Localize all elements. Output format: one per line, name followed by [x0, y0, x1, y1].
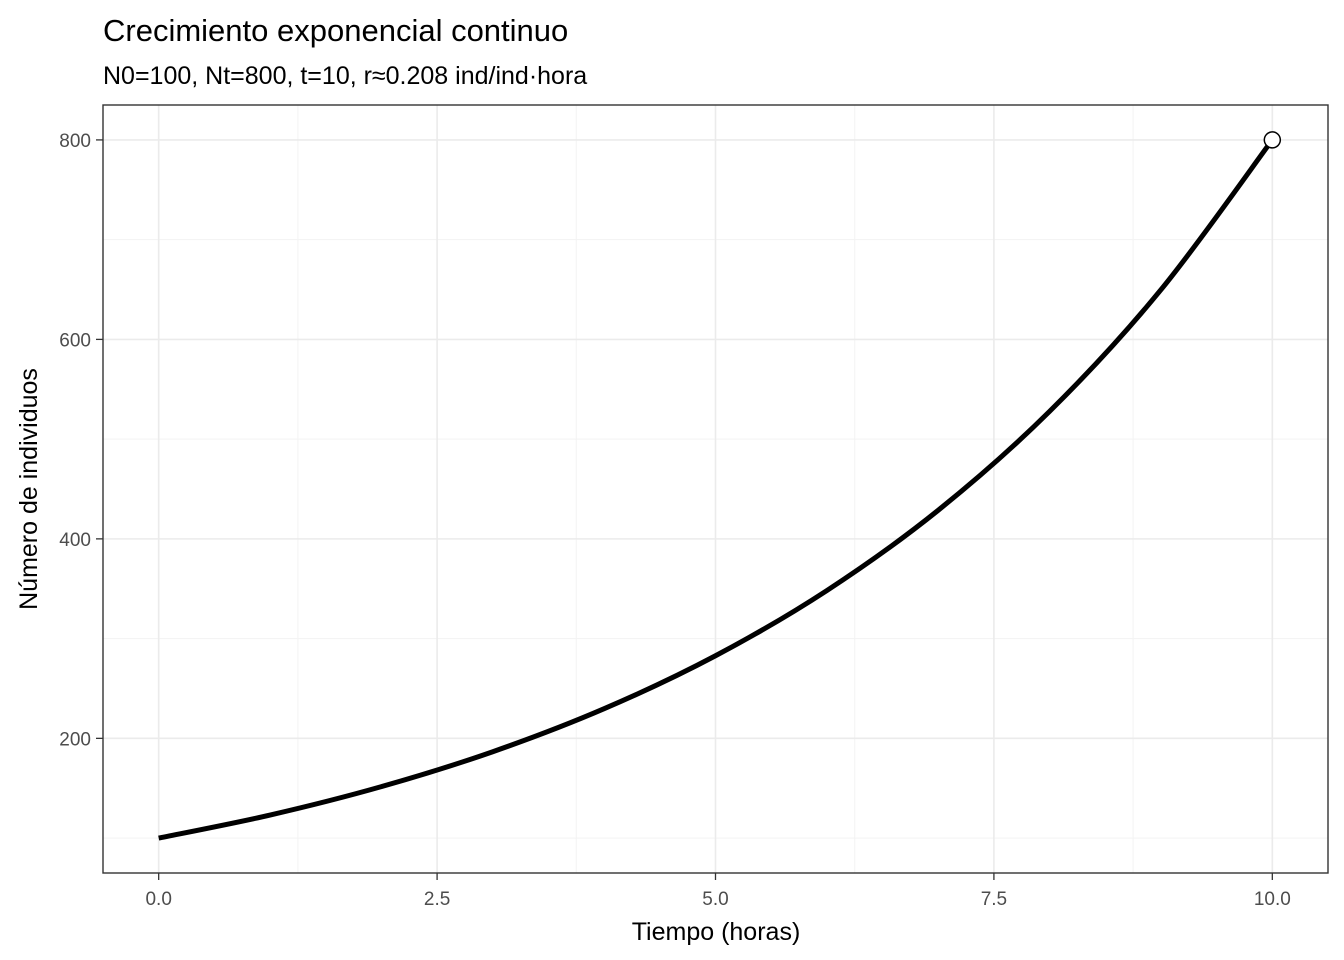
- y-tick-label: 200: [59, 729, 91, 750]
- major-gridlines: [103, 105, 1328, 873]
- chart-subtitle: N0=100, Nt=800, t=10, r≈0.208 ind/ind·ho…: [103, 62, 587, 90]
- y-axis-title: Número de individuos: [15, 368, 43, 610]
- x-tick-label: 7.5: [981, 889, 1007, 910]
- y-axis: 200 400 600 800: [59, 131, 103, 750]
- x-tick-label: 10.0: [1254, 889, 1291, 910]
- x-tick-label: 2.5: [424, 889, 450, 910]
- series-line: [158, 138, 1275, 841]
- y-tick-label: 400: [59, 530, 91, 551]
- y-tick-label: 800: [59, 131, 91, 152]
- y-tick-label: 600: [59, 330, 91, 351]
- plot-panel: [102, 104, 1329, 874]
- x-axis: 0.0 2.5 5.0 7.5 10.0: [145, 873, 1291, 910]
- end-point-marker: [1263, 131, 1282, 149]
- x-tick-label: 5.0: [702, 889, 728, 910]
- x-axis-title: Tiempo (horas): [632, 918, 801, 946]
- chart-title: Crecimiento exponencial continuo: [103, 13, 568, 48]
- x-tick-label: 0.0: [145, 889, 171, 910]
- series-layer: [158, 138, 1275, 841]
- points-layer: [1263, 131, 1282, 149]
